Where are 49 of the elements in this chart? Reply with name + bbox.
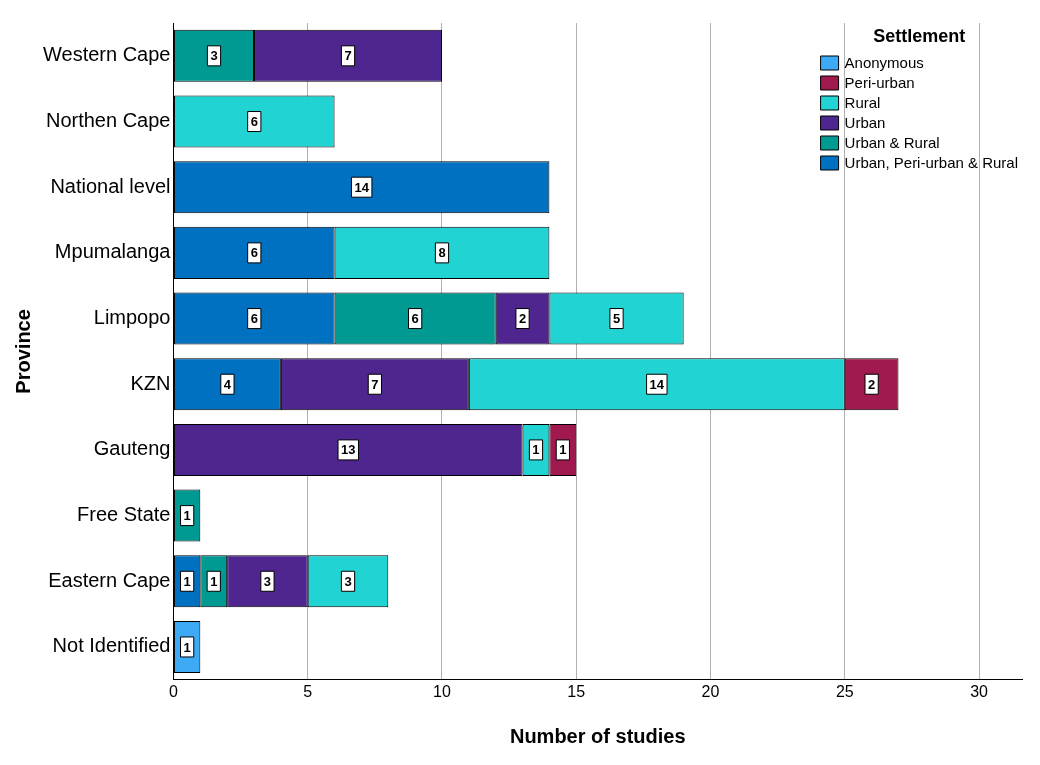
y-tick-label: Not Identified [52, 634, 171, 657]
y-tick-label: Eastern Cape [48, 568, 171, 591]
legend-label: Peri-urban [844, 74, 915, 92]
y-tick-label: National level [50, 174, 171, 197]
data-label: 1 [532, 442, 540, 458]
x-tick-label: 0 [169, 682, 179, 700]
data-label: 2 [868, 376, 876, 392]
data-label: 1 [183, 639, 191, 655]
data-label: 1 [183, 573, 191, 589]
legend-label: Urban & Rural [844, 134, 940, 152]
data-label: 1 [183, 508, 191, 524]
data-label: 2 [518, 311, 527, 327]
legend-label: Urban, Peri-urban & Rural [844, 154, 1019, 172]
y-tick-label: Western Cape [42, 43, 171, 66]
data-label: 1 [210, 573, 218, 589]
legend-label: Urban [844, 114, 886, 132]
data-label: 7 [344, 48, 352, 64]
y-tick-label: Mpumalanga [54, 240, 172, 263]
data-label: 5 [612, 311, 621, 327]
legend-title: Settlement [873, 25, 966, 46]
x-tick-label: 20 [701, 682, 720, 700]
y-tick-label: KZN [130, 371, 171, 394]
data-label: 4 [223, 376, 232, 392]
data-label: 6 [250, 311, 258, 327]
x-tick-label: 30 [970, 682, 989, 700]
data-label: 6 [250, 245, 258, 261]
y-axis-title: Province [11, 309, 34, 394]
data-label: 3 [210, 48, 218, 64]
data-label: 1 [559, 442, 567, 458]
data-label: 13 [341, 442, 356, 458]
data-label: 3 [263, 573, 272, 589]
y-tick-label: Limpopo [93, 306, 171, 329]
data-label: 8 [438, 245, 446, 261]
x-tick-label: 25 [835, 682, 854, 700]
data-label: 14 [649, 376, 665, 392]
legend-label: Rural [844, 94, 881, 112]
y-tick-label: Northen Cape [45, 109, 171, 132]
data-label: 3 [344, 573, 352, 589]
data-label: 6 [250, 114, 258, 130]
data-label: 7 [371, 376, 379, 392]
x-tick-label: 5 [303, 682, 313, 700]
y-tick-label: Free State [77, 503, 171, 526]
data-label: 14 [354, 179, 370, 195]
legend-label: Anonymous [844, 54, 924, 72]
x-axis-title: Number of studies [509, 724, 686, 747]
x-tick-label: 10 [433, 682, 451, 700]
x-tick-label: 15 [567, 682, 586, 700]
y-tick-label: Gauteng [93, 437, 171, 460]
data-label: 6 [411, 311, 419, 327]
